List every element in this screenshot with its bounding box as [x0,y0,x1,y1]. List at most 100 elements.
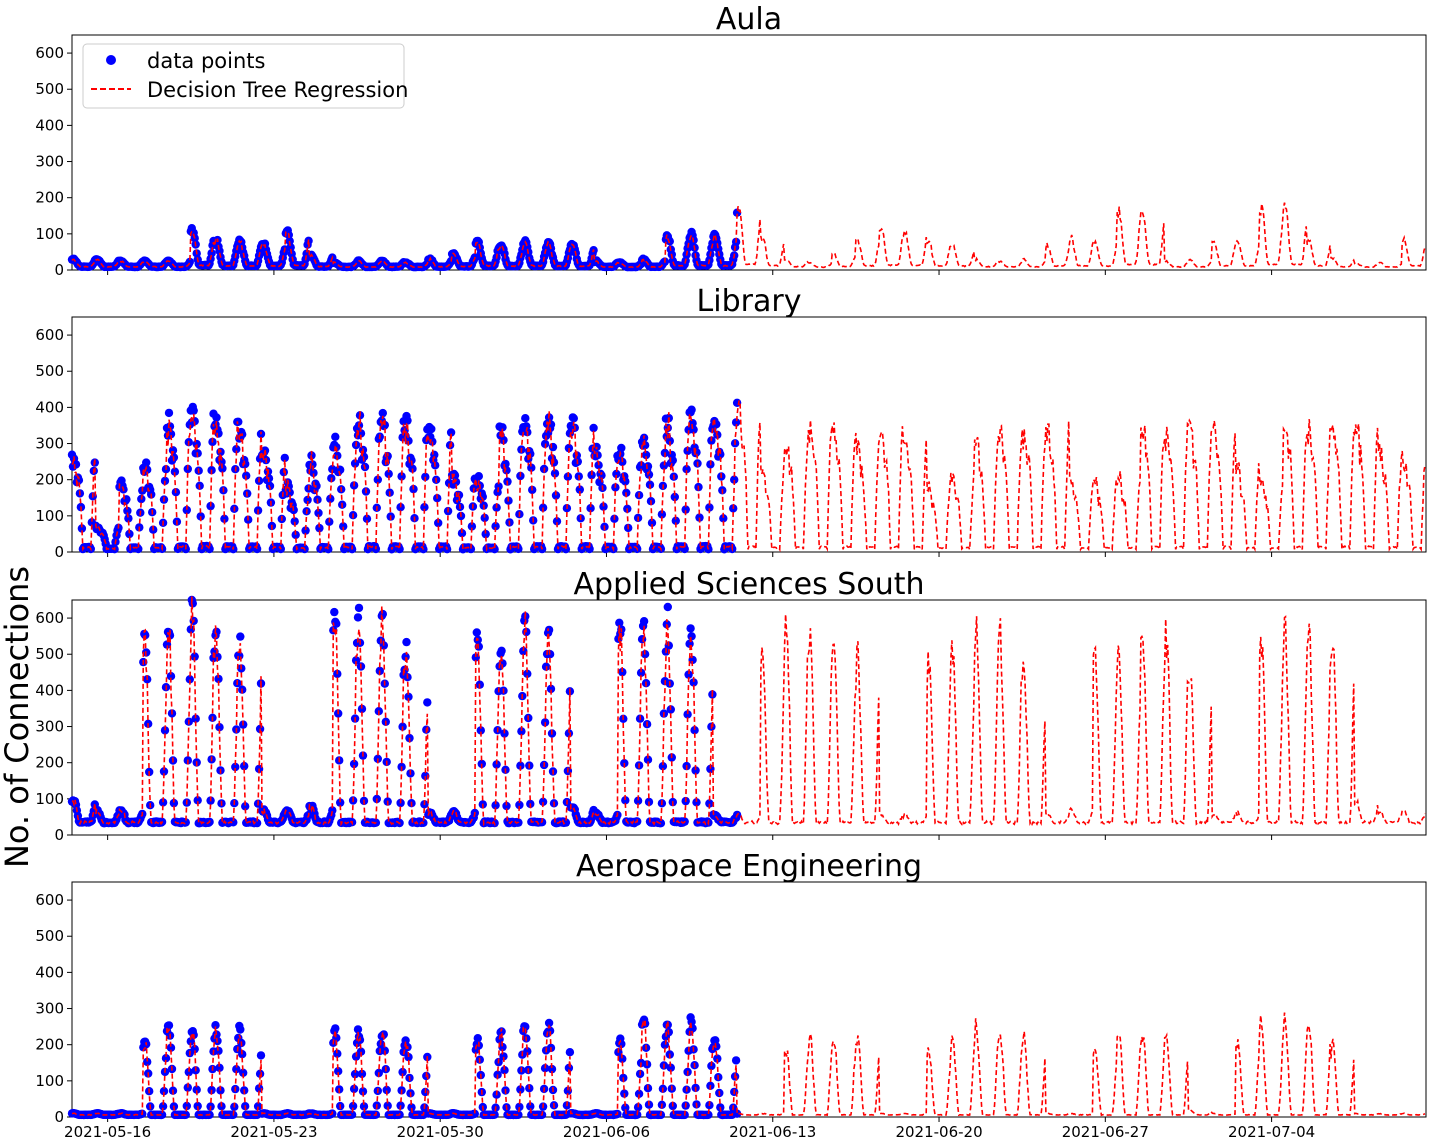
data-point [252,818,262,828]
panel-aerospace-engineering: Aerospace Engineering 0 100 200 300 400 500 60… [35,849,1427,1126]
data-point [169,798,179,808]
data-point [633,796,643,805]
data-point [166,1043,176,1052]
x-tick-label: 2021-05-16 [64,1123,151,1141]
data-point [687,405,696,414]
data-point [143,1057,152,1067]
legend-data-label: data points [147,49,265,73]
data-point [618,1054,627,1064]
data-point [548,442,558,452]
data-point [241,802,250,811]
panel-applied-sciences-south: Applied Sciences South 0 100 200 300 400 500 6… [35,567,1427,844]
data-point [681,505,690,514]
data-point [467,522,477,531]
data-point [490,545,499,554]
data-point [189,406,198,415]
data-point [214,674,223,684]
data-point [476,726,485,735]
data-point [500,729,509,738]
data-point [143,465,152,474]
data-point [160,726,170,735]
y-tick-label: 400 [35,398,64,416]
data-point [215,1063,224,1073]
data-point [353,613,363,622]
data-point [516,761,525,770]
data-point [689,678,698,687]
data-point [618,667,627,677]
data-point [397,472,406,481]
y-tick-label: 300 [35,435,64,453]
legend: data points Decision Tree Regression [82,43,408,109]
plot-area-frame [71,881,1427,1118]
y-tick-label: 500 [35,927,64,945]
data-point [207,249,216,258]
data-point [359,1102,369,1111]
data-point [660,1040,670,1050]
data-point [166,672,176,681]
panel-aula: Aula 0 100 200 300 400 500 600 [35,2,1427,279]
data-point [683,710,692,719]
data-point [704,1110,713,1120]
data-point [232,1065,241,1074]
data-point [125,529,134,539]
data-point [612,469,621,479]
panel-title: Applied Sciences South [574,567,925,602]
data-point [188,599,197,608]
data-point [639,617,649,626]
data-point [470,1109,479,1119]
data-point [168,446,178,455]
y-tick-label: 400 [35,681,64,699]
data-point [309,468,318,478]
data-point [333,1049,342,1058]
data-point [301,526,310,535]
plot-area-frame [71,34,1427,271]
data-point [670,492,679,502]
data-point [401,652,410,661]
data-point [731,1056,741,1065]
data-point [663,602,672,612]
data-point [401,1036,410,1045]
data-point [521,414,530,423]
data-point [350,459,360,468]
panel-title: Aula [716,2,782,37]
data-point [690,726,699,735]
data-point [235,651,244,660]
data-point [665,436,674,446]
data-point [615,618,624,627]
data-point [636,668,646,677]
data-point [124,514,133,523]
data-point [446,428,456,437]
data-point [315,523,324,533]
y-tick-label: 400 [35,116,64,134]
data-point [546,684,556,694]
data-point [514,1110,523,1120]
data-point [330,607,339,617]
legend-box [82,43,405,109]
data-point [731,418,741,427]
data-point [378,609,387,619]
data-point [523,1047,532,1056]
data-point [347,1110,357,1119]
x-tick-label: 2021-07-04 [1228,1123,1315,1141]
data-point [599,502,608,511]
data-point [473,1034,482,1043]
data-point [491,522,500,531]
data-point [544,625,554,635]
data-point [353,1025,363,1034]
data-point [290,517,299,526]
y-tick-label: 300 [35,153,64,171]
data-point [550,469,560,478]
data-point [621,477,630,486]
x-tick-label: 2021-05-23 [230,1123,317,1141]
regression-line [71,202,1426,269]
data-point [498,1042,507,1052]
data-point [303,495,312,505]
data-point [687,632,696,641]
data-point [182,505,191,515]
data-point [214,1046,223,1056]
y-tick-label: 500 [35,80,64,98]
y-tick-label: 200 [35,471,64,489]
data-point [220,514,229,523]
data-point [666,1063,675,1072]
x-tick-label: 2021-05-30 [397,1123,484,1141]
